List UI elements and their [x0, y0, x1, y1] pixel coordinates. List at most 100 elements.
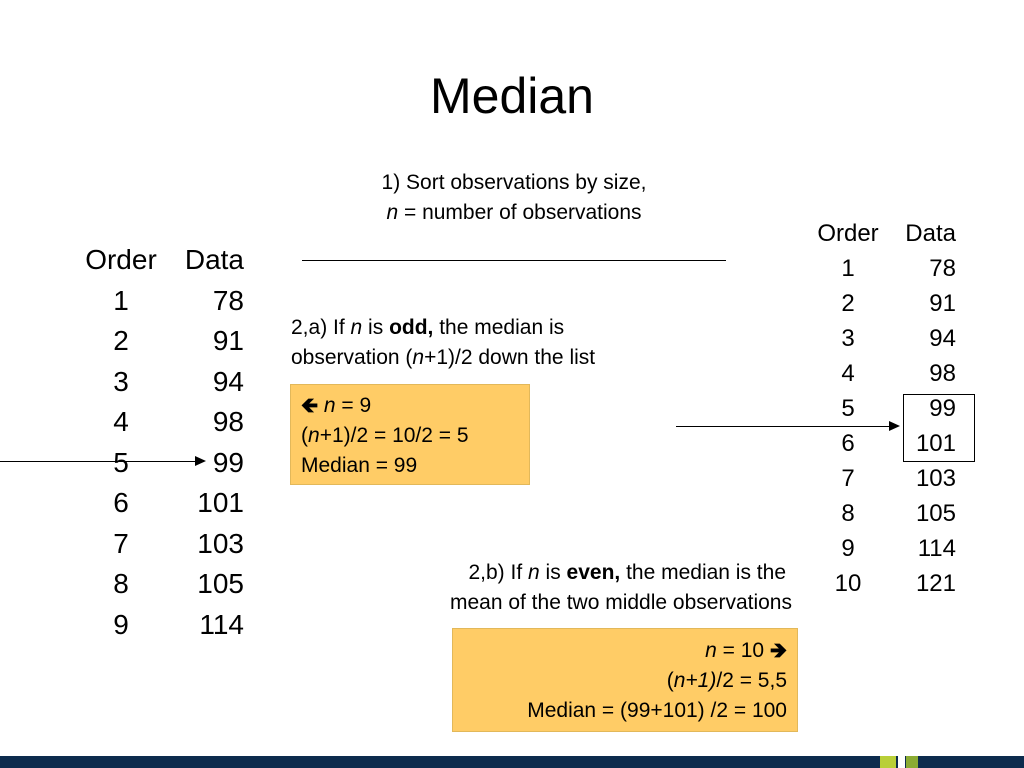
data-header: Data — [184, 244, 244, 275]
table-row: 7 103 — [72, 524, 244, 565]
data-cell: 114 — [917, 535, 956, 562]
even-data-table: Order Data 1 78 2 91 3 94 4 98 5 99 6 101 7 103… — [806, 216, 956, 601]
table-row: 2 91 — [72, 321, 244, 362]
table-row: 6 101 — [72, 483, 244, 524]
order-cell: 8 — [113, 568, 129, 599]
data-cell: 99 — [212, 446, 244, 478]
step2a-p2: is — [362, 316, 390, 339]
order-cell: 3 — [841, 325, 855, 352]
step1-line2-rest: = number of observations — [398, 201, 642, 224]
table-row: 1 78 — [72, 281, 244, 322]
data-cell: 105 — [915, 500, 956, 527]
step2a-p1: 2,a) If — [291, 316, 351, 339]
data-cell: 105 — [197, 568, 244, 599]
even-box-line3: Median = (99+101) /2 = 100 — [527, 699, 787, 722]
table-row: 6 101 — [806, 426, 956, 461]
data-cell: 101 — [915, 430, 956, 457]
step2a-p3: the median is — [433, 316, 565, 339]
data-cell: 98 — [212, 406, 244, 437]
data-cell: 99 — [929, 395, 956, 422]
odd-data-table: Order Data 1 78 2 91 3 94 4 98 5 99 6 101 7 103… — [72, 240, 244, 645]
order-cell: 5 — [841, 395, 855, 422]
table-row: 8 105 — [72, 564, 244, 605]
table-row: 5 99 — [72, 443, 244, 484]
step2b-text: 2,b) If n is even, the median is the mea… — [340, 558, 792, 618]
even-box-line1: n = 10 🡺 — [463, 635, 787, 666]
table-row: 9 114 — [72, 605, 244, 646]
step2a-l2b: +1)/2 down the list — [424, 346, 596, 369]
order-cell: 4 — [113, 406, 129, 437]
table-row: 9 114 — [806, 531, 956, 566]
order-cell: 6 — [113, 487, 129, 518]
order-cell: 7 — [841, 465, 855, 492]
order-cell: 10 — [834, 570, 862, 597]
data-cell: 121 — [915, 570, 956, 597]
data-cell: 103 — [197, 527, 244, 559]
step2a-line1: 2,a) If n is odd, the median is — [291, 313, 691, 343]
data-cell: 78 — [212, 284, 244, 316]
step1-line1: 1) Sort observations by size, — [381, 171, 647, 194]
footer-bar — [0, 756, 1024, 768]
table-row: 5 99 — [806, 391, 956, 426]
table-row: 2 91 — [806, 286, 956, 321]
even-keyword: even, — [566, 561, 621, 584]
data-cell: 98 — [929, 360, 956, 387]
middle-values-highlight — [903, 394, 975, 462]
even-box-l2b: /2 = 5,5 — [716, 669, 787, 692]
order-cell: 1 — [841, 255, 855, 282]
odd-box-l2a: ( — [301, 424, 308, 447]
odd-box-l2b: +1)/2 = 10/2 = 5 — [319, 424, 469, 447]
table-row: 4 98 — [72, 402, 244, 443]
step2a-text: 2,a) If n is odd, the median is observat… — [291, 313, 691, 373]
table-row: 3 94 — [72, 362, 244, 403]
table-header-row: Order Data — [806, 216, 956, 251]
data-cell: 94 — [212, 365, 244, 397]
even-box-line2: (n+1)/2 = 5,5 — [463, 666, 787, 696]
odd-box-eq1: = 9 — [335, 394, 372, 417]
table-row: 7 103 — [806, 461, 956, 496]
n-variable: n — [350, 316, 363, 339]
table-row: 1 78 — [806, 251, 956, 286]
table-row: 8 105 — [806, 496, 956, 531]
step2b-line1: 2,b) If n is even, the median is the — [340, 558, 792, 588]
n-variable: n — [528, 561, 540, 584]
order-cell: 7 — [113, 527, 129, 559]
data-cell: 78 — [929, 255, 956, 282]
step1-line2: n = number of observations — [300, 198, 728, 228]
footer-gap — [898, 756, 905, 768]
data-cell: 114 — [199, 608, 244, 640]
data-cell: 91 — [929, 290, 956, 317]
median-pointer-arrow — [0, 456, 206, 466]
table-row: 3 94 — [806, 321, 956, 356]
table-row: 10 121 — [806, 566, 956, 601]
data-cell: 91 — [212, 325, 244, 356]
data-cell: 103 — [915, 465, 956, 492]
divider-line — [302, 260, 726, 261]
step2b-p1: 2,b) If — [468, 561, 528, 584]
odd-example-box: 🡸 n = 9 (n+1)/2 = 10/2 = 5 Median = 99 — [290, 384, 530, 485]
table-row: 4 98 — [806, 356, 956, 391]
even-example-box: n = 10 🡺 (n+1)/2 = 5,5 Median = (99+101)… — [452, 628, 798, 732]
data-cell: 94 — [929, 325, 956, 352]
order-cell: 6 — [841, 430, 855, 457]
table-header-row: Order Data — [72, 240, 244, 281]
order-cell: 1 — [113, 284, 129, 316]
odd-box-line1: 🡸 n = 9 — [301, 390, 519, 421]
step2a-l2a: observation ( — [291, 346, 413, 369]
order-cell: 2 — [113, 325, 129, 356]
even-box-eq1: = 10 — [716, 639, 770, 662]
n-variable: n — [323, 394, 336, 417]
odd-keyword: odd, — [389, 316, 434, 339]
data-cell: 101 — [197, 487, 244, 518]
n-variable: n — [412, 346, 425, 369]
slide-title: Median — [430, 68, 594, 124]
n-variable: n — [308, 424, 320, 447]
footer-accent-square — [880, 756, 896, 768]
middle-pointer-arrow — [676, 421, 900, 431]
order-cell: 8 — [841, 500, 855, 527]
odd-box-line2: (n+1)/2 = 10/2 = 5 — [301, 421, 519, 451]
even-box-l2a: ( — [666, 669, 674, 692]
step2b-line2: mean of the two middle observations — [449, 591, 792, 614]
step2a-line2: observation (n+1)/2 down the list — [291, 343, 691, 373]
order-cell: 9 — [841, 535, 855, 562]
